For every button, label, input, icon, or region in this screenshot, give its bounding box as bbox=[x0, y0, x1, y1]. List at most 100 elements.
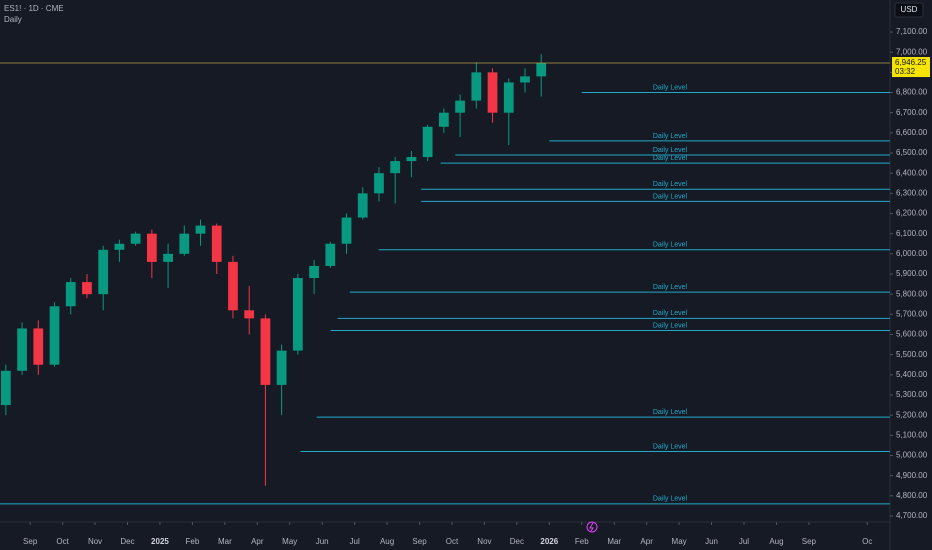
candle-body bbox=[228, 261, 238, 311]
y-tick-label: 7,000.00 bbox=[896, 47, 928, 56]
candle-body bbox=[487, 72, 498, 113]
y-tick-label: 7,100.00 bbox=[896, 27, 928, 36]
event-icon[interactable] bbox=[586, 521, 598, 533]
x-tick-label: Sep bbox=[23, 537, 38, 546]
candle-body bbox=[292, 278, 303, 351]
y-tick-label: 5,100.00 bbox=[896, 430, 928, 439]
candle-body bbox=[244, 310, 255, 319]
level-label: Daily Level bbox=[653, 181, 688, 188]
candle-body bbox=[146, 233, 157, 262]
x-tick-label: Aug bbox=[769, 537, 783, 546]
level-label: Daily Level bbox=[653, 133, 688, 140]
x-tick-label: Sep bbox=[412, 537, 427, 546]
interval: Daily bbox=[4, 15, 22, 24]
candle-body bbox=[0, 370, 11, 406]
x-tick-label: Aug bbox=[380, 537, 394, 546]
x-tick-label: 2025 bbox=[151, 537, 169, 546]
x-tick-label: Feb bbox=[186, 537, 200, 546]
y-tick-label: 4,800.00 bbox=[896, 491, 928, 500]
x-tick-label: May bbox=[282, 537, 297, 546]
x-tick-label: Apr bbox=[251, 537, 264, 546]
candle-body bbox=[503, 82, 514, 113]
x-tick-label: Jul bbox=[739, 537, 749, 546]
candle-body bbox=[65, 282, 76, 307]
candle-body bbox=[163, 253, 173, 262]
level-label: Daily Level bbox=[653, 84, 688, 91]
symbol: ES1! · 1D · CME bbox=[4, 4, 64, 13]
level-label: Daily Level bbox=[653, 409, 688, 416]
y-tick-label: 5,500.00 bbox=[896, 350, 928, 359]
last-price-label: 6,946.25 bbox=[895, 58, 927, 67]
x-tick-label: Apr bbox=[640, 537, 653, 546]
candle-body bbox=[536, 63, 547, 77]
y-tick-label: 5,700.00 bbox=[896, 309, 928, 318]
candle-body bbox=[114, 243, 125, 250]
candle-body bbox=[471, 72, 482, 101]
x-tick-label: Jun bbox=[705, 537, 718, 546]
currency-button[interactable] bbox=[894, 2, 924, 18]
level-label: Daily Level bbox=[653, 310, 688, 317]
x-tick-label: Dec bbox=[120, 537, 134, 546]
y-tick-label: 6,100.00 bbox=[896, 229, 928, 238]
y-tick-label: 5,400.00 bbox=[896, 370, 928, 379]
x-tick-label: Feb bbox=[575, 537, 589, 546]
candle-body bbox=[455, 100, 465, 113]
candle-body bbox=[438, 112, 449, 127]
y-tick-label: 5,800.00 bbox=[896, 289, 928, 298]
candle-body bbox=[357, 193, 368, 218]
candle-body bbox=[49, 306, 60, 365]
candle-body bbox=[33, 328, 44, 365]
y-tick-label: 6,600.00 bbox=[896, 128, 928, 137]
x-tick-label: May bbox=[672, 537, 687, 546]
level-label: Daily Level bbox=[653, 147, 688, 154]
x-tick-label: Nov bbox=[477, 537, 491, 546]
level-label: Daily Level bbox=[653, 322, 688, 329]
candle-body bbox=[406, 157, 417, 162]
y-tick-label: 6,500.00 bbox=[896, 148, 928, 157]
y-tick-label: 6,000.00 bbox=[896, 249, 928, 258]
level-label: Daily Level bbox=[653, 193, 688, 200]
y-tick-label: 6,400.00 bbox=[896, 168, 928, 177]
x-tick-label: Oct bbox=[446, 537, 459, 546]
x-tick-label: Jul bbox=[350, 537, 360, 546]
candle-body bbox=[17, 328, 27, 371]
x-tick-label: Nov bbox=[88, 537, 102, 546]
candle-body bbox=[82, 282, 92, 295]
candle-body bbox=[195, 225, 206, 234]
last-price-box bbox=[892, 57, 930, 78]
candle-body bbox=[211, 225, 222, 262]
level-label: Daily Level bbox=[653, 496, 688, 503]
y-tick-label: 5,900.00 bbox=[896, 269, 928, 278]
level-label: Daily Level bbox=[653, 155, 688, 162]
x-tick-label: Mar bbox=[607, 537, 621, 546]
currency[interactable]: USD bbox=[901, 5, 918, 14]
candle-body bbox=[276, 350, 287, 385]
candle-body bbox=[341, 217, 352, 244]
y-tick-label: 6,200.00 bbox=[896, 209, 928, 218]
x-tick-label: Mar bbox=[218, 537, 232, 546]
candle-body bbox=[520, 76, 530, 83]
level-label: Daily Level bbox=[653, 284, 688, 291]
y-tick-label: 5,600.00 bbox=[896, 330, 928, 339]
y-tick-label: 6,800.00 bbox=[896, 88, 928, 97]
event-bolt bbox=[589, 522, 594, 532]
level-label: Daily Level bbox=[653, 443, 688, 450]
x-tick-label: Jun bbox=[316, 537, 329, 546]
y-tick-label: 5,000.00 bbox=[896, 451, 928, 460]
y-tick-label: 6,700.00 bbox=[896, 108, 928, 117]
y-tick-label: 4,700.00 bbox=[896, 511, 928, 520]
x-tick-label: Oc bbox=[862, 537, 872, 546]
candle-body bbox=[130, 233, 141, 244]
candle-body bbox=[325, 243, 336, 266]
y-tick-label: 6,300.00 bbox=[896, 188, 928, 197]
x-tick-label: Sep bbox=[802, 537, 817, 546]
y-tick-label: 5,300.00 bbox=[896, 390, 928, 399]
candle-body bbox=[309, 265, 319, 279]
countdown: 03:32 bbox=[895, 67, 916, 76]
x-tick-label: 2026 bbox=[540, 537, 558, 546]
y-tick-label: 4,900.00 bbox=[896, 471, 928, 480]
candle-body bbox=[390, 161, 401, 174]
candle-body bbox=[374, 173, 384, 194]
